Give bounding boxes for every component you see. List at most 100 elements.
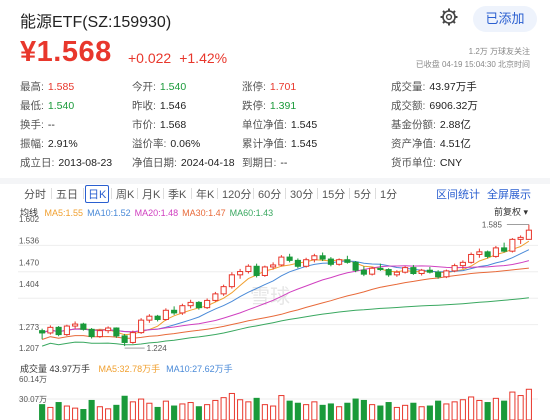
- metric-cell: 累计净值: 1.545: [242, 136, 317, 151]
- tab-period[interactable]: 5分: [354, 189, 372, 201]
- metric-label: 跌停:: [242, 100, 266, 112]
- added-watchlist-button[interactable]: 已添加: [473, 6, 537, 32]
- metric-value: 2.88亿: [439, 119, 471, 131]
- metrics-row: 成立日: 2013-08-23 净值日期: 2024-04-18 到期日: -- 货币单位:…: [20, 155, 540, 174]
- price-axis-label: 1.207: [19, 344, 40, 353]
- candle-body: [327, 258, 334, 265]
- metric-value: 2013-08-23: [58, 157, 113, 169]
- candle-body: [451, 265, 458, 272]
- ma-legend-item: MA20:1.48: [134, 208, 179, 218]
- candle-body: [39, 330, 46, 334]
- candle-body: [476, 251, 483, 255]
- ma-legend-item: MA5:1.55: [44, 208, 84, 218]
- volume-bar: [278, 395, 285, 420]
- adjust-mode-select[interactable]: 前复权 ▾: [494, 205, 528, 218]
- volume-bar: [294, 402, 301, 420]
- candle-body: [270, 264, 277, 268]
- volume-bar: [96, 406, 103, 420]
- metric-value: 1.540: [47, 100, 75, 112]
- volume-chart[interactable]: 60.14万 30.07万: [18, 372, 538, 420]
- candle-body: [162, 309, 169, 320]
- candle-body: [72, 323, 79, 327]
- volume-bar: [245, 401, 252, 420]
- volume-bar: [303, 404, 310, 420]
- candle-body: [113, 327, 120, 337]
- candle-body: [426, 269, 433, 273]
- volume-bar: [212, 399, 219, 420]
- metric-value: CNY: [439, 157, 463, 169]
- metric-value: 43.97万手: [429, 81, 477, 93]
- price-axis-label: 1.602: [19, 215, 40, 224]
- tab-period[interactable]: 30分: [290, 189, 314, 201]
- volume-bar: [476, 399, 483, 420]
- candle-body: [468, 253, 475, 263]
- tab-period[interactable]: 120分: [222, 189, 252, 201]
- tab-period[interactable]: 月K: [142, 189, 161, 201]
- volume-bar: [435, 400, 442, 420]
- high-price-label: 1.585: [482, 221, 503, 230]
- tab-period[interactable]: 日K: [85, 185, 110, 203]
- volume-bar: [468, 396, 475, 420]
- fullscreen-link[interactable]: 全屏展示: [487, 189, 531, 201]
- tab-period[interactable]: 周K: [116, 189, 135, 201]
- metric-cell: 最高: 1.585: [20, 79, 74, 94]
- candle-body: [393, 271, 400, 276]
- volume-bar: [311, 401, 318, 420]
- metric-cell: 今开: 1.540: [132, 79, 186, 94]
- metric-cell: 净值日期: 2024-04-18: [132, 155, 235, 170]
- volume-bar: [253, 397, 260, 420]
- volume-bar: [270, 405, 277, 420]
- volume-bar: [237, 399, 244, 420]
- volume-bar: [426, 405, 433, 420]
- gear-icon[interactable]: [439, 7, 459, 27]
- price-axis-label: 1.536: [19, 237, 40, 246]
- ma-legend-item: MA10:1.52: [87, 208, 131, 218]
- tab-period[interactable]: 年K: [196, 189, 215, 201]
- followers-count: 1.2万 万球友关注: [468, 47, 530, 56]
- candle-body: [344, 259, 351, 263]
- volume-bar: [228, 392, 235, 420]
- tab-period[interactable]: 季K: [168, 189, 187, 201]
- metrics-row: 最高: 1.585 今开: 1.540 涨停: 1.701 成交量: 43.97万手: [20, 79, 540, 98]
- metric-value: 1.701: [269, 81, 297, 93]
- metric-value: 1.391: [269, 100, 297, 112]
- metric-value: 1.545: [290, 119, 318, 131]
- volume-bar: [418, 406, 425, 420]
- metric-cell: 市价: 1.568: [132, 117, 186, 132]
- metric-cell: 溢价率: 0.06%: [132, 136, 200, 151]
- metric-label: 成交额:: [391, 100, 426, 112]
- candle-body: [369, 267, 376, 275]
- metric-label: 今开:: [132, 81, 156, 93]
- range-stats-link[interactable]: 区间统计: [436, 189, 480, 201]
- ma-legend-title: 均线: [20, 208, 39, 218]
- volume-bar: [187, 402, 194, 420]
- volume-bar: [492, 397, 499, 420]
- candle-body: [484, 251, 491, 257]
- tab-period[interactable]: 五日: [56, 189, 78, 201]
- candle-body: [138, 319, 145, 334]
- candle-body: [129, 332, 136, 343]
- volume-bar: [47, 406, 54, 420]
- candle-body: [492, 247, 499, 257]
- price-axis-label: 1.404: [19, 280, 40, 289]
- candlestick-chart[interactable]: 雪球 1.602 1.536 1.470 1.404 1.273 1.207 1.585 1.2…: [18, 215, 538, 355]
- volume-bar: [501, 400, 508, 420]
- volume-bar: [220, 397, 227, 420]
- tab-separator: [253, 188, 254, 199]
- metric-value: 4.51亿: [439, 138, 471, 150]
- tab-separator: [285, 188, 286, 199]
- candle-body: [146, 315, 153, 321]
- volume-bar: [459, 399, 466, 420]
- metric-cell: 成交量: 43.97万手: [391, 79, 477, 94]
- tab-period[interactable]: 15分: [322, 189, 346, 201]
- tab-separator: [83, 188, 84, 199]
- ma-line: [41, 260, 530, 334]
- tab-period[interactable]: 1分: [380, 189, 398, 201]
- candle-body: [435, 271, 442, 278]
- candle-body: [105, 327, 112, 332]
- tab-period[interactable]: 分时: [24, 189, 46, 201]
- market-status: 已收盘 04-19 15:04:30 北京时间: [415, 60, 530, 69]
- metric-label: 溢价率:: [132, 138, 167, 150]
- tab-period[interactable]: 60分: [258, 189, 282, 201]
- metric-value: 1.545: [290, 138, 318, 150]
